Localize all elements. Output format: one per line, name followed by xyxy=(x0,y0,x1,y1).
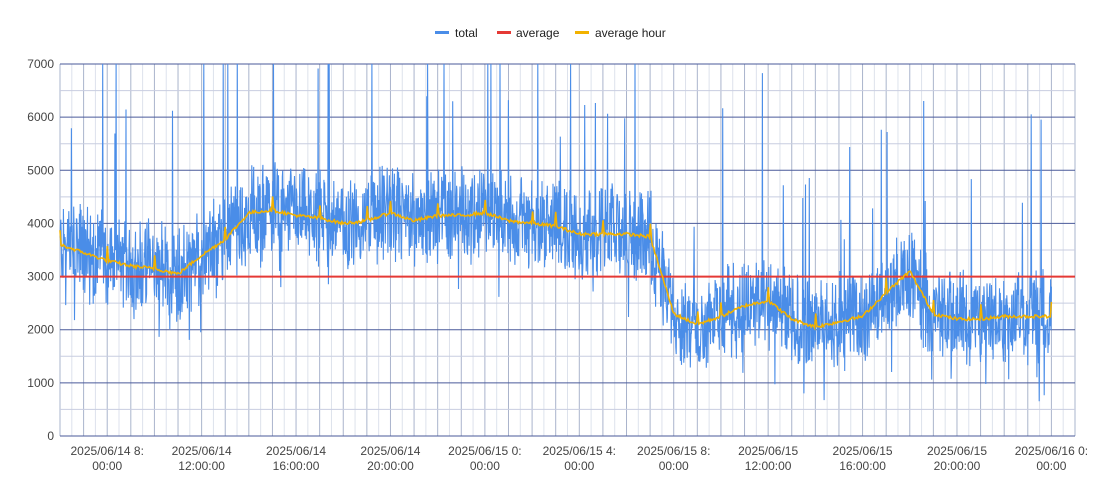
x-tick-label: 2025/06/15 xyxy=(738,444,798,458)
legend-swatch-average-hour xyxy=(575,31,589,34)
plot-area xyxy=(59,63,1075,402)
y-tick-label: 0 xyxy=(47,429,54,443)
series-average-hour-line xyxy=(59,196,1053,331)
legend-swatch-total xyxy=(435,31,449,34)
x-tick-label: 20:00:00 xyxy=(367,459,414,473)
x-tick-label: 2025/06/14 8: xyxy=(71,444,144,458)
x-tick-label: 16:00:00 xyxy=(273,459,320,473)
y-tick-label: 3000 xyxy=(27,270,54,284)
x-tick-label: 2025/06/15 0: xyxy=(448,444,521,458)
legend-label-total: total xyxy=(455,26,478,40)
x-tick-label: 2025/06/15 xyxy=(833,444,893,458)
x-tick-label: 00:00 xyxy=(470,459,500,473)
x-tick-label: 00:00 xyxy=(564,459,594,473)
x-tick-label: 16:00:00 xyxy=(839,459,886,473)
x-tick-label: 00:00 xyxy=(1036,459,1066,473)
y-tick-label: 2000 xyxy=(27,323,54,337)
x-tick-label: 2025/06/15 8: xyxy=(637,444,710,458)
y-tick-label: 1000 xyxy=(27,376,54,390)
chart-axes: 0 1000 2000 3000 4000 5000 6000 7000 2025/06/14 … xyxy=(27,57,1088,473)
x-tick-label: 00:00 xyxy=(659,459,689,473)
x-tick-label: 2025/06/14 xyxy=(172,444,232,458)
x-tick-label: 20:00:00 xyxy=(934,459,981,473)
x-tick-label: 2025/06/16 0: xyxy=(1015,444,1088,458)
legend-label-average: average xyxy=(516,26,560,40)
legend-swatch-average xyxy=(497,31,511,34)
y-tick-label: 4000 xyxy=(27,216,54,230)
x-tick-label: 2025/06/14 xyxy=(360,444,420,458)
y-tick-label: 6000 xyxy=(27,110,54,124)
y-tick-label: 5000 xyxy=(27,163,54,177)
x-tick-label: 2025/06/14 xyxy=(266,444,326,458)
x-tick-label: 2025/06/15 4: xyxy=(543,444,616,458)
x-tick-label: 12:00:00 xyxy=(745,459,792,473)
chart-legend[interactable]: total average average hour xyxy=(435,26,666,40)
legend-label-average-hour: average hour xyxy=(595,26,666,40)
x-tick-label: 12:00:00 xyxy=(178,459,225,473)
x-tick-label: 2025/06/15 xyxy=(927,444,987,458)
y-tick-label: 7000 xyxy=(27,57,54,71)
x-tick-label: 00:00 xyxy=(92,459,122,473)
